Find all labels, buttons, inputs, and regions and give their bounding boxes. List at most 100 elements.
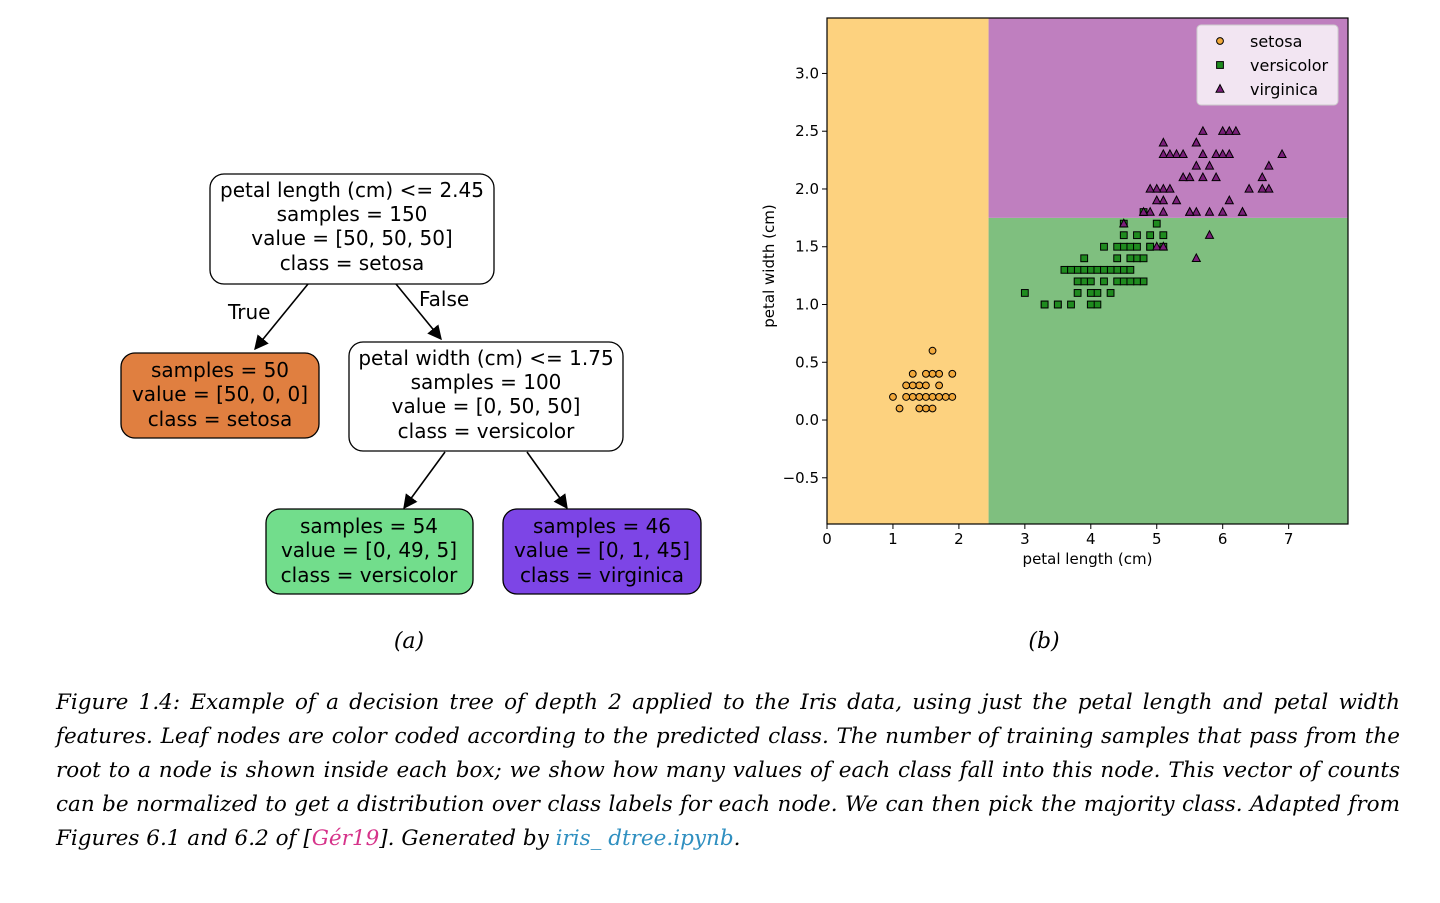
point-versicolor: [1080, 277, 1089, 286]
x-axis: 0 1 2 3 4 5 6 7: [822, 524, 1293, 548]
subfigure-label-b: (b): [1028, 629, 1059, 654]
point-virginica: [1184, 171, 1195, 182]
y-tick-label: 1.0: [795, 296, 819, 314]
point-versicolor: [1119, 242, 1128, 251]
point-virginica: [1145, 183, 1155, 193]
caption-text: ]. Generated by: [379, 826, 556, 851]
edge-root-to-setosa: [254, 283, 309, 351]
notebook-link[interactable]: iris_ dtree.ipynb: [555, 826, 734, 851]
x-tick-label: 6: [1218, 530, 1228, 548]
point-versicolor: [1139, 254, 1148, 263]
point-setosa: [908, 381, 917, 390]
point-versicolor: [1119, 277, 1128, 286]
point-virginica: [1257, 183, 1268, 193]
point-virginica: [1198, 125, 1208, 135]
node-line: value = [0, 1, 45]: [514, 538, 690, 562]
x-tick-label: 3: [1020, 530, 1030, 548]
decision-regions: [827, 18, 1348, 524]
plot-frame: [826, 17, 1349, 525]
legend: setosa versicolor virginica: [1196, 24, 1339, 106]
figure-caption: Figure 1.4: Example of a decision tree o…: [56, 686, 1400, 856]
citation-link[interactable]: Gér19: [311, 826, 380, 851]
y-tick-label: −0.5: [783, 469, 819, 487]
point-virginica: [1211, 148, 1221, 159]
data-points: [889, 125, 1287, 413]
point-versicolor: [1073, 277, 1082, 286]
point-virginica: [1191, 137, 1202, 147]
point-virginica: [1191, 206, 1202, 216]
point-virginica: [1118, 218, 1129, 228]
point-virginica: [1211, 171, 1221, 182]
point-virginica: [1224, 148, 1235, 159]
point-virginica: [1264, 160, 1274, 170]
point-versicolor: [1086, 277, 1095, 286]
point-virginica: [1158, 148, 1169, 159]
point-setosa: [935, 381, 944, 390]
point-versicolor: [1119, 231, 1128, 240]
node-line: petal length (cm) <= 2.45: [220, 178, 484, 202]
point-setosa: [922, 393, 930, 401]
point-setosa: [928, 393, 937, 401]
legend-box: [1196, 24, 1339, 106]
point-versicolor: [1126, 265, 1135, 274]
point-virginica: [1171, 148, 1182, 159]
point-virginica: [1138, 206, 1149, 216]
legend-marker-virginica: [1215, 83, 1225, 93]
point-virginica: [1158, 137, 1169, 147]
point-versicolor: [1139, 277, 1148, 286]
point-virginica: [1145, 206, 1155, 216]
point-versicolor: [1133, 231, 1141, 240]
caption-text: .: [733, 826, 741, 851]
point-versicolor: [1086, 289, 1095, 297]
x-tick-label: 5: [1152, 530, 1162, 548]
legend-marker-versicolor: [1216, 61, 1224, 69]
point-versicolor: [1053, 300, 1062, 309]
point-setosa: [941, 393, 950, 401]
point-virginica: [1204, 229, 1215, 239]
point-virginica: [1191, 252, 1202, 262]
point-versicolor: [1159, 231, 1168, 240]
point-virginica: [1171, 195, 1182, 205]
point-virginica: [1237, 206, 1248, 216]
point-virginica: [1151, 195, 1162, 205]
point-virginica: [1178, 148, 1188, 159]
point-setosa: [889, 393, 897, 401]
region-setosa: [827, 18, 989, 524]
x-tick-label: 7: [1284, 530, 1294, 548]
point-versicolor: [1152, 219, 1161, 228]
point-setosa: [902, 393, 911, 401]
node-line: value = [50, 0, 0]: [132, 382, 308, 406]
point-versicolor: [1086, 300, 1095, 309]
point-versicolor: [1073, 265, 1082, 274]
point-virginica: [1158, 241, 1169, 251]
point-setosa: [908, 393, 917, 401]
x-tick-label: 0: [822, 530, 832, 548]
point-versicolor: [1113, 265, 1122, 274]
point-setosa: [922, 381, 930, 390]
point-setosa: [928, 404, 937, 413]
node-line: petal width (cm) <= 1.75: [358, 346, 613, 370]
node-line: class = virginica: [520, 563, 684, 587]
point-versicolor: [1093, 300, 1102, 309]
point-setosa: [928, 346, 937, 355]
point-setosa: [928, 369, 937, 378]
point-versicolor: [1086, 265, 1095, 274]
point-versicolor: [1113, 242, 1122, 251]
point-virginica: [1217, 206, 1228, 216]
point-versicolor: [1100, 277, 1108, 286]
point-virginica: [1158, 206, 1169, 216]
edge-root-to-split2: [395, 283, 442, 341]
point-versicolor: [1040, 300, 1049, 309]
point-setosa: [948, 369, 957, 378]
scatter-plot: 0 1 2 3 4 5 6 7 −0.5 0.0 0.5 1.0 1.5 2.0 2.5 3.0 petal…: [760, 17, 1349, 654]
node-line: samples = 50: [151, 358, 289, 382]
x-tick-label: 1: [888, 530, 898, 548]
tree-leaf-versicolor: samples = 54 value = [0, 49, 5] class = …: [265, 508, 474, 595]
point-setosa: [895, 404, 904, 413]
point-virginica: [1277, 148, 1287, 159]
edge-split2-to-versicolor: [403, 451, 446, 510]
point-setosa: [902, 381, 911, 390]
x-tick-label: 4: [1086, 530, 1096, 548]
point-versicolor: [1020, 289, 1029, 297]
